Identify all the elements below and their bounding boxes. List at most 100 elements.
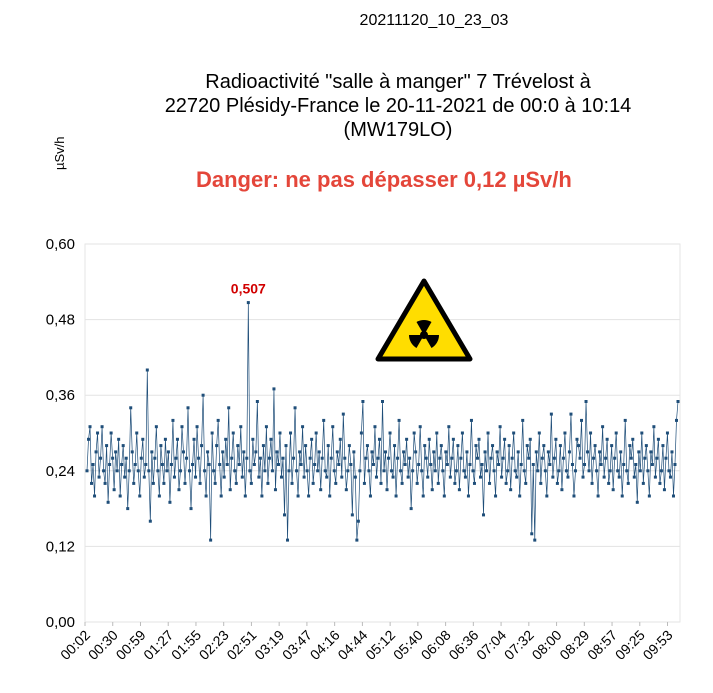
data-point [85, 469, 89, 473]
x-tick-label: 00:30 [85, 627, 121, 663]
data-point [264, 425, 268, 429]
data-point [635, 500, 639, 504]
data-point [552, 456, 556, 460]
data-point [192, 437, 196, 441]
data-point [566, 475, 570, 479]
data-point [387, 456, 391, 460]
data-point [524, 481, 528, 485]
data-point [418, 425, 422, 429]
data-point [644, 444, 648, 448]
data-point [598, 450, 602, 454]
data-point [261, 444, 265, 448]
x-tick-label: 00:59 [113, 627, 149, 663]
data-point [234, 481, 238, 485]
data-point [135, 431, 139, 435]
data-point [482, 513, 486, 517]
data-point [197, 456, 201, 460]
data-point [227, 406, 231, 410]
data-point [500, 475, 504, 479]
data-point [299, 463, 303, 466]
data-point [453, 481, 457, 485]
data-point [616, 469, 620, 473]
data-point [249, 481, 253, 485]
data-point [530, 532, 534, 536]
data-point [424, 456, 428, 460]
data-point [90, 481, 94, 485]
data-point [263, 469, 267, 473]
data-point [667, 469, 671, 473]
data-point [162, 481, 166, 485]
data-point [105, 444, 109, 448]
x-tick-label: 08:57 [584, 627, 620, 663]
data-point [307, 494, 311, 498]
data-point [587, 469, 591, 473]
data-point [290, 481, 294, 485]
data-point [634, 463, 638, 466]
data-point [314, 431, 318, 435]
data-point [252, 463, 256, 466]
data-point [302, 475, 306, 479]
data-point [647, 494, 651, 498]
data-point [364, 456, 368, 460]
peak-value-label: 0,507 [231, 281, 266, 297]
data-point [515, 475, 519, 479]
data-point [127, 469, 131, 473]
data-point [617, 475, 621, 479]
data-point [374, 475, 378, 479]
data-point [570, 463, 574, 466]
data-point [454, 469, 458, 473]
data-point [258, 456, 262, 460]
data-point [183, 481, 187, 485]
data-point [596, 494, 600, 498]
data-point [353, 475, 357, 479]
data-point [412, 431, 416, 435]
data-point [557, 469, 561, 473]
data-point [255, 400, 259, 403]
data-point [442, 494, 446, 498]
data-point [659, 469, 663, 473]
chart-title: Radioactivité "salle à manger" 7 Trévelo… [48, 70, 713, 142]
data-point [362, 481, 366, 485]
data-point [209, 538, 213, 542]
data-point [150, 450, 154, 454]
data-point [399, 469, 403, 473]
data-point [153, 456, 157, 460]
data-point [358, 469, 362, 473]
data-point [583, 463, 587, 466]
data-point [477, 437, 481, 441]
y-axis-ticks: 0,00 0,12 0,24 0,36 0,48 0,60 [46, 236, 75, 631]
data-point [350, 513, 354, 517]
data-point [114, 450, 118, 454]
data-point [390, 469, 394, 473]
data-point [142, 475, 146, 479]
data-point [486, 431, 490, 435]
data-point [411, 469, 415, 473]
data-point [201, 393, 205, 397]
data-point [599, 463, 603, 466]
data-point [510, 456, 514, 460]
data-point [102, 469, 106, 473]
x-tick-label: 05:40 [390, 627, 426, 663]
data-point [103, 481, 107, 485]
data-point [139, 456, 143, 460]
data-point [213, 481, 217, 485]
x-tick-label: 03:19 [251, 627, 287, 663]
data-point [466, 494, 470, 498]
data-point [527, 456, 531, 460]
data-point [180, 425, 184, 429]
data-point [472, 481, 476, 485]
data-point [124, 456, 128, 460]
data-point [415, 481, 419, 485]
data-point [586, 450, 590, 454]
data-point [628, 444, 632, 448]
data-point [504, 481, 508, 485]
data-point [331, 425, 335, 429]
data-point [469, 418, 473, 422]
data-point [441, 469, 445, 473]
data-point [334, 481, 338, 485]
data-point [665, 431, 669, 435]
data-point [151, 481, 155, 485]
data-point [289, 431, 293, 435]
data-point [370, 450, 374, 454]
